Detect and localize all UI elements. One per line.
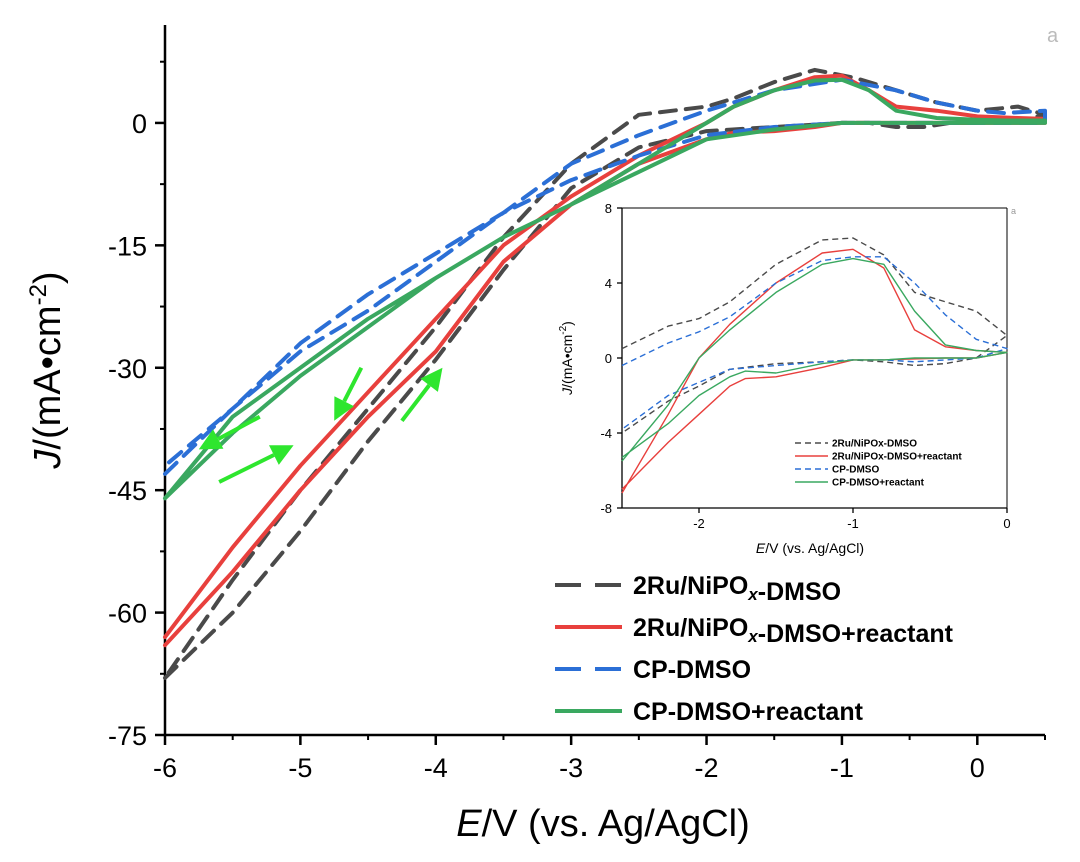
x-axis-title: E/V (vs. Ag/AgCl)	[456, 803, 750, 845]
x-tick-label: -1	[830, 753, 854, 783]
scan-arrow-head	[269, 445, 294, 465]
inset-x-tick-label: -1	[847, 516, 859, 531]
inset-series-line-2	[621, 256, 1008, 430]
inset-y-tick-label: -8	[600, 501, 612, 516]
main-series-group	[163, 67, 1047, 680]
x-tick-label: 0	[970, 753, 985, 783]
inset-y-tick-label: 8	[605, 201, 612, 216]
legend-label: CP-DMSO	[633, 656, 751, 684]
inset-y-tick-label: 4	[605, 276, 612, 291]
scan-arrow-head	[420, 367, 443, 392]
inset-corner-mark: a	[1011, 206, 1016, 216]
y-tick-label: -60	[108, 599, 147, 629]
legend-label: 2Ru/NiPOx-DMSO	[633, 572, 841, 606]
x-tick-label: -2	[695, 753, 719, 783]
legend: 2Ru/NiPOx-DMSO 2Ru/NiPOx-DMSO+reactant CP-…	[555, 572, 954, 726]
y-tick-label: 0	[132, 109, 147, 139]
inset-x-tick-label: -2	[693, 516, 705, 531]
y-tick-label: -30	[108, 354, 147, 384]
x-tick-label: -4	[424, 753, 448, 783]
inset-y-tick-label: 0	[605, 351, 612, 366]
series-line-0	[163, 67, 1047, 680]
inset-axes: -2 -1 0 8 4 0 -4 -8	[600, 201, 1010, 531]
series-line-3	[163, 77, 1047, 501]
inset-legend-label: 2Ru/NiPOx-DMSO	[832, 439, 917, 450]
inset-series-line-0	[621, 237, 1008, 434]
inset-legend: 2Ru/NiPOx-DMSO 2Ru/NiPOx-DMSO+reactant CP-…	[795, 439, 962, 489]
scan-arrow-shaft	[217, 414, 261, 441]
legend-label: CP-DMSO+reactant	[633, 698, 864, 726]
scan-arrow-shaft	[218, 453, 275, 484]
x-tick-label: -6	[153, 753, 177, 783]
scan-arrow-head	[198, 429, 224, 450]
inset-legend-label: CP-DMSO	[832, 465, 879, 476]
y-tick-label: -45	[108, 476, 147, 506]
corner-mark: a	[1047, 25, 1059, 47]
y-axis-title: J/(mA•cm-2)	[25, 271, 69, 469]
y-tick-label: -75	[108, 721, 147, 751]
y-tick-label: -15	[108, 231, 147, 261]
inset-series-line-3	[621, 257, 1008, 462]
inset-y-axis-title: J/(mA•cm-2)	[558, 321, 575, 396]
inset-series-group	[621, 237, 1008, 494]
x-tick-label: -3	[559, 753, 583, 783]
inset-legend-label: 2Ru/NiPOx-DMSO+reactant	[832, 452, 962, 463]
scan-arrow-shaft	[400, 384, 431, 423]
series-line-1	[163, 73, 1047, 648]
scan-arrow-head	[334, 396, 354, 421]
x-tick-label: -5	[288, 753, 312, 783]
legend-label: 2Ru/NiPOx-DMSO+reactant	[633, 614, 954, 648]
inset-x-tick-label: 0	[1003, 516, 1010, 531]
scan-arrow-shaft	[342, 366, 364, 403]
scan-direction-arrows	[198, 366, 443, 484]
inset-plot: -2 -1 0 8 4 0 -4 -8 J/(mA•cm-2) E/V (vs. Ag/AgC…	[558, 201, 1016, 556]
inset-legend-label: CP-DMSO+reactant	[832, 478, 925, 489]
main-plot: -6 -5 -4 -3 -2 -1 0 0 -15 -30 -45 -60 -75	[108, 25, 1046, 783]
inset-y-tick-label: -4	[600, 426, 612, 441]
series-line-2	[163, 77, 1047, 476]
inset-x-axis-title: E/V (vs. Ag/AgCl)	[756, 540, 864, 556]
